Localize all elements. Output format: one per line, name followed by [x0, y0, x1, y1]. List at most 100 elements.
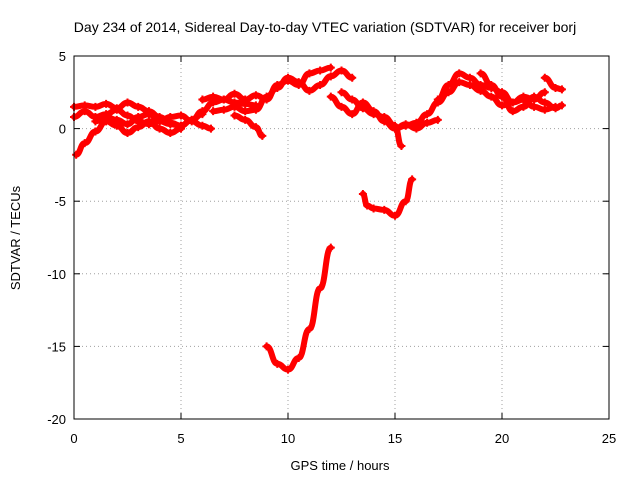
- data-point: [230, 102, 239, 111]
- series-track-10: [391, 78, 560, 133]
- data-point: [134, 112, 143, 121]
- data-point: [123, 120, 132, 129]
- data-point: [305, 86, 314, 95]
- data-point: [112, 105, 121, 114]
- series-track-13: [540, 73, 566, 94]
- data-point: [294, 78, 303, 87]
- data-point: [551, 104, 560, 113]
- series-line: [392, 79, 559, 132]
- data-point: [557, 101, 566, 110]
- data-point: [91, 117, 100, 126]
- data-point: [401, 121, 410, 130]
- data-point: [123, 111, 132, 120]
- data-point: [348, 95, 357, 104]
- data-point: [540, 98, 549, 107]
- data-point: [348, 110, 357, 119]
- data-point: [72, 150, 81, 159]
- data-point: [123, 98, 132, 107]
- series-line: [92, 96, 259, 129]
- x-tick-label: 10: [281, 431, 295, 446]
- data-point: [262, 92, 271, 101]
- y-axis-label: SDTVAR / TECUs: [8, 185, 23, 290]
- data-point: [540, 88, 549, 97]
- data-point: [369, 110, 378, 119]
- data-point: [530, 92, 539, 101]
- axis-ticks: 0 5 10 15 20 25 -20 -15 -10 -5 0 5: [47, 49, 616, 446]
- data-point: [540, 73, 549, 82]
- data-point: [465, 73, 474, 82]
- data-point: [363, 201, 372, 210]
- data-point: [337, 66, 346, 75]
- data-point: [423, 110, 432, 119]
- y-tick-label: -15: [47, 339, 66, 354]
- x-axis-label: GPS time / hours: [291, 458, 390, 473]
- x-tick-label: 20: [495, 431, 509, 446]
- data-point: [358, 189, 367, 198]
- data-point: [102, 99, 111, 108]
- data-point: [262, 342, 271, 351]
- y-tick-label: -20: [47, 412, 66, 427]
- data-point: [465, 81, 474, 90]
- y-tick-label: 5: [59, 49, 66, 64]
- data-point: [91, 102, 100, 111]
- data-point: [326, 72, 335, 81]
- data-point: [316, 66, 325, 75]
- data-point: [397, 142, 406, 151]
- data-point: [337, 88, 346, 97]
- data-point: [134, 123, 143, 132]
- data-point: [412, 118, 421, 127]
- data-point: [209, 107, 218, 116]
- data-point: [326, 243, 335, 252]
- data-point: [241, 115, 250, 124]
- data-point: [557, 85, 566, 94]
- data-point: [316, 284, 325, 293]
- data-point: [476, 81, 485, 90]
- data-point: [134, 102, 143, 111]
- series-line: [263, 244, 334, 373]
- data-point: [273, 83, 282, 92]
- data-point: [112, 115, 121, 124]
- data-point: [316, 81, 325, 90]
- data-point: [284, 365, 292, 374]
- data-point: [358, 104, 367, 113]
- data-point: [444, 81, 453, 90]
- data-point: [209, 92, 218, 101]
- data-point: [540, 105, 549, 114]
- data-point: [166, 112, 175, 121]
- data-point: [80, 139, 89, 148]
- data-point: [230, 89, 239, 98]
- data-point: [166, 128, 175, 137]
- series-track-7: [230, 111, 267, 140]
- data-point: [326, 92, 335, 101]
- data-point: [476, 69, 485, 78]
- data-point: [305, 324, 314, 333]
- x-tick-label: 25: [602, 431, 616, 446]
- data-point: [251, 105, 260, 114]
- data-point: [91, 127, 100, 136]
- data-point: [326, 63, 335, 72]
- y-tick-label: -10: [47, 267, 66, 282]
- data-point: [177, 121, 185, 130]
- x-tick-label: 0: [70, 431, 77, 446]
- series-track-12: [476, 69, 566, 116]
- data-point: [519, 92, 528, 101]
- data-point: [455, 69, 464, 78]
- data-point: [251, 123, 260, 132]
- data-point: [251, 91, 260, 100]
- data-point: [198, 121, 207, 130]
- series-track-6: [209, 66, 357, 116]
- chart-title: Day 234 of 2014, Sidereal Day-to-day VTE…: [74, 19, 576, 35]
- series-track-8: [326, 92, 442, 133]
- x-tick-label: 5: [177, 431, 184, 446]
- data-point: [258, 131, 267, 140]
- data-point: [219, 95, 228, 104]
- data-point: [123, 128, 132, 137]
- data-point: [433, 95, 442, 104]
- plot-frame: [73, 55, 610, 420]
- data-point: [455, 78, 464, 87]
- data-point: [348, 73, 357, 82]
- data-point: [219, 105, 228, 114]
- data-point: [551, 83, 560, 92]
- data-point: [273, 359, 282, 368]
- data-point: [198, 95, 207, 104]
